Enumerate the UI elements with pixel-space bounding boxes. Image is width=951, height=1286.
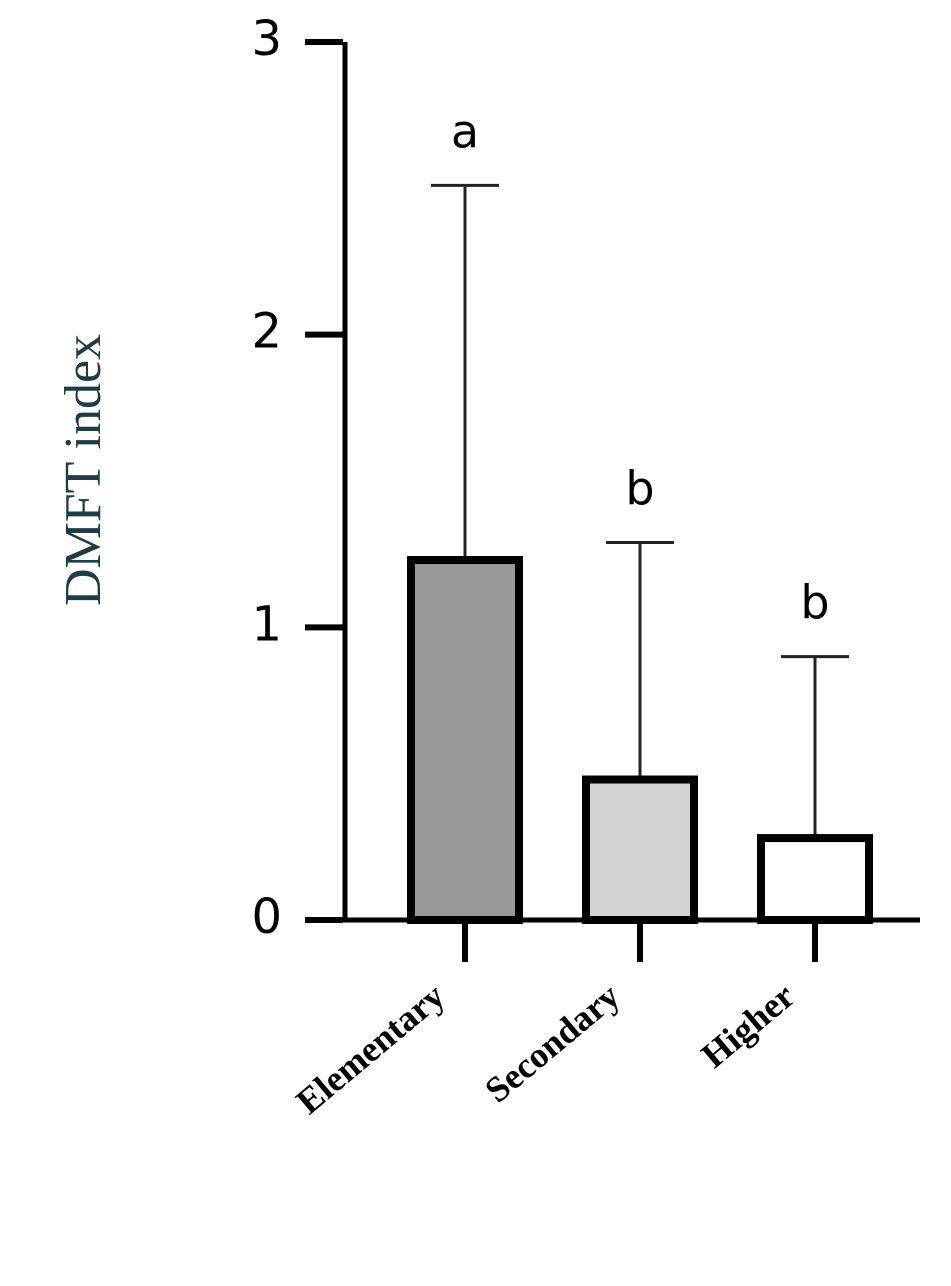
x-tick-label: Secondary [477, 975, 627, 1110]
y-tick-label: 3 [251, 11, 282, 67]
significance-letter: a [451, 104, 479, 158]
x-tick-label: Higher [694, 975, 802, 1075]
y-tick-label: 1 [251, 596, 282, 652]
y-tick-label: 0 [251, 889, 282, 945]
significance-letter: b [800, 576, 829, 630]
bar [757, 834, 873, 925]
significance-letter: b [625, 461, 654, 515]
y-tick-label: 2 [251, 304, 282, 360]
x-tick-label: Elementary [289, 975, 453, 1121]
y-axis-label: DMFT index [55, 334, 112, 606]
bar [582, 775, 698, 925]
bar [407, 556, 523, 925]
